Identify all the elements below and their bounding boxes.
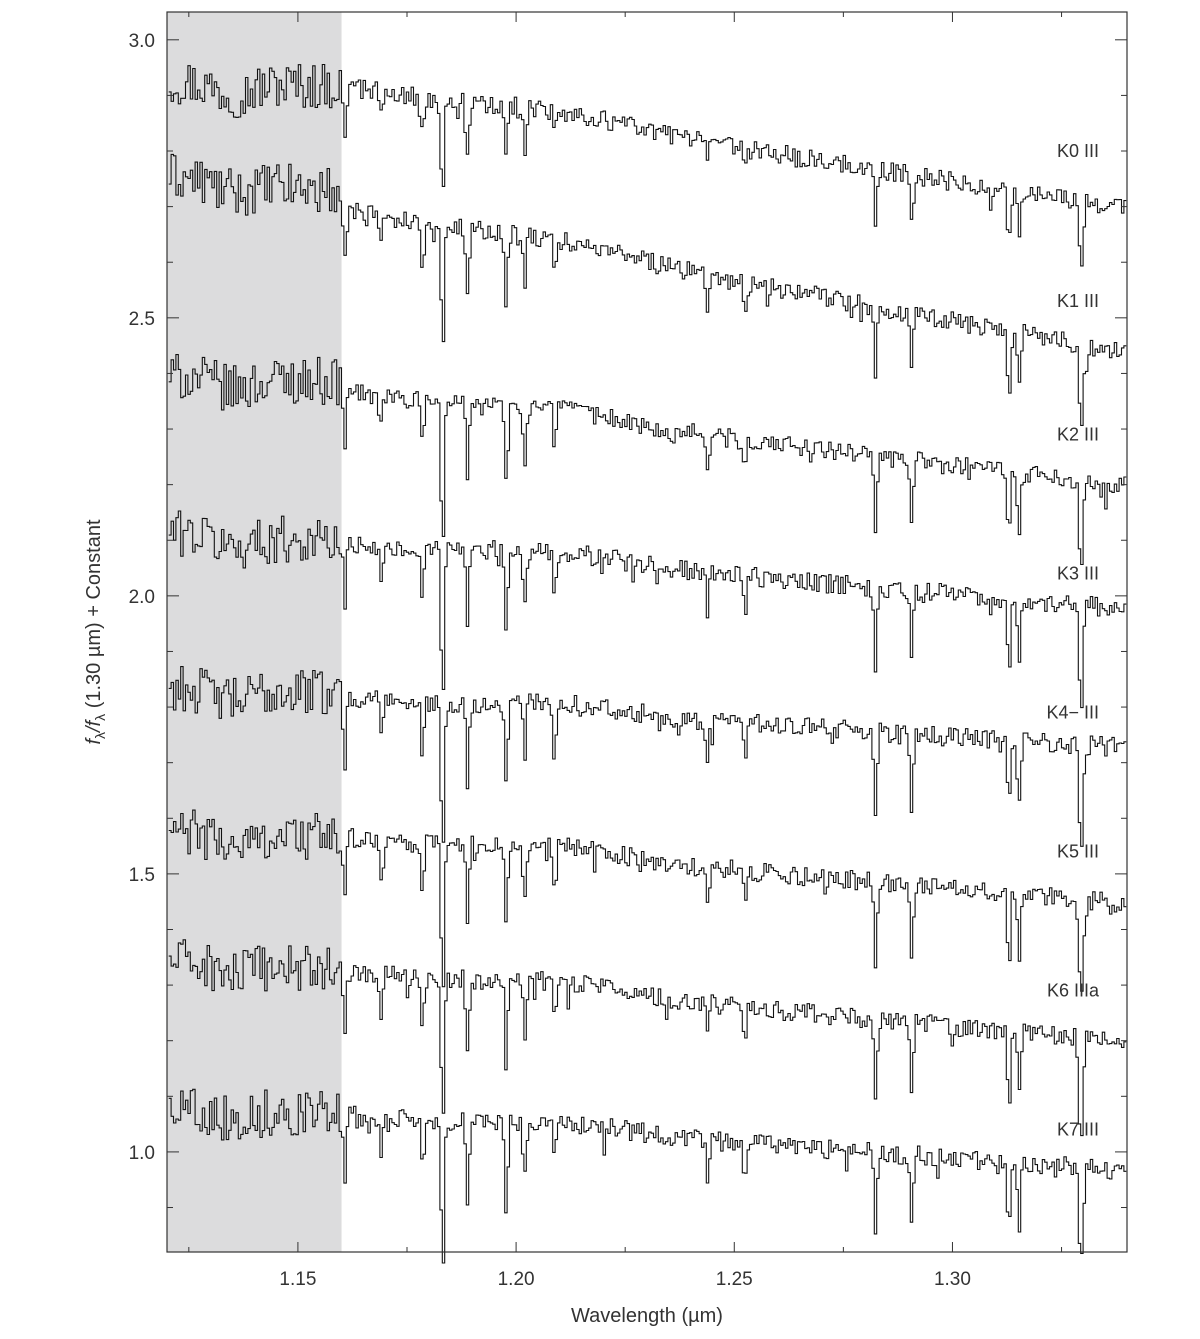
- y-tick-label: 2.5: [129, 309, 155, 330]
- y-label-sub1: λ: [92, 732, 108, 739]
- spectrum-line: [168, 63, 1127, 267]
- tick-labels: 1.15 1.20 1.25 1.30 1.0 1.5 2.0 2.5 3.0: [129, 31, 971, 1290]
- series-label: K1 III: [1057, 291, 1099, 311]
- x-tick-label: 1.30: [934, 1269, 971, 1290]
- spectrum-line: [168, 354, 1127, 566]
- x-tick-label: 1.15: [279, 1269, 316, 1290]
- spectrum-line: [168, 1088, 1127, 1264]
- spectrum-line: [168, 939, 1127, 1137]
- series-label: K6 IIIa: [1047, 981, 1100, 1001]
- series-label: K2 III: [1057, 425, 1099, 445]
- spectrum-line: [168, 153, 1127, 426]
- series-label: K5 III: [1057, 842, 1099, 862]
- y-axis-label: fλ/fλ (1.30 µm) + Constant: [83, 519, 108, 745]
- series-label: K3 III: [1057, 564, 1099, 584]
- y-label-f1: f: [83, 737, 105, 745]
- series-label: K4− III: [1046, 703, 1099, 723]
- x-axis-label: Wavelength (µm): [571, 1305, 723, 1327]
- y-tick-label: 1.0: [129, 1143, 155, 1164]
- spectra-group: [168, 63, 1127, 1264]
- y-label-rest: (1.30 µm) + Constant: [83, 519, 105, 714]
- spectrum-line: [168, 510, 1127, 709]
- axis-ticks: [167, 12, 1127, 1252]
- shaded-region: [167, 12, 342, 1252]
- y-label-sub2: λ: [92, 714, 108, 721]
- plot-frame: [166, 11, 1128, 1253]
- spectrum-line: [168, 666, 1127, 847]
- y-tick-label: 3.0: [129, 31, 155, 52]
- y-label-f2: /f: [83, 718, 105, 734]
- y-tick-label: 2.0: [129, 587, 155, 608]
- y-tick-label: 1.5: [129, 865, 155, 886]
- spectrum-line: [168, 809, 1127, 992]
- series-label: K7 III: [1057, 1120, 1099, 1140]
- x-tick-label: 1.20: [498, 1269, 535, 1290]
- series-labels: K0 III K1 III K2 III K3 III K4− III K5 III K6 …: [1046, 141, 1100, 1140]
- series-label: K0 III: [1057, 141, 1099, 161]
- x-tick-label: 1.25: [716, 1269, 753, 1290]
